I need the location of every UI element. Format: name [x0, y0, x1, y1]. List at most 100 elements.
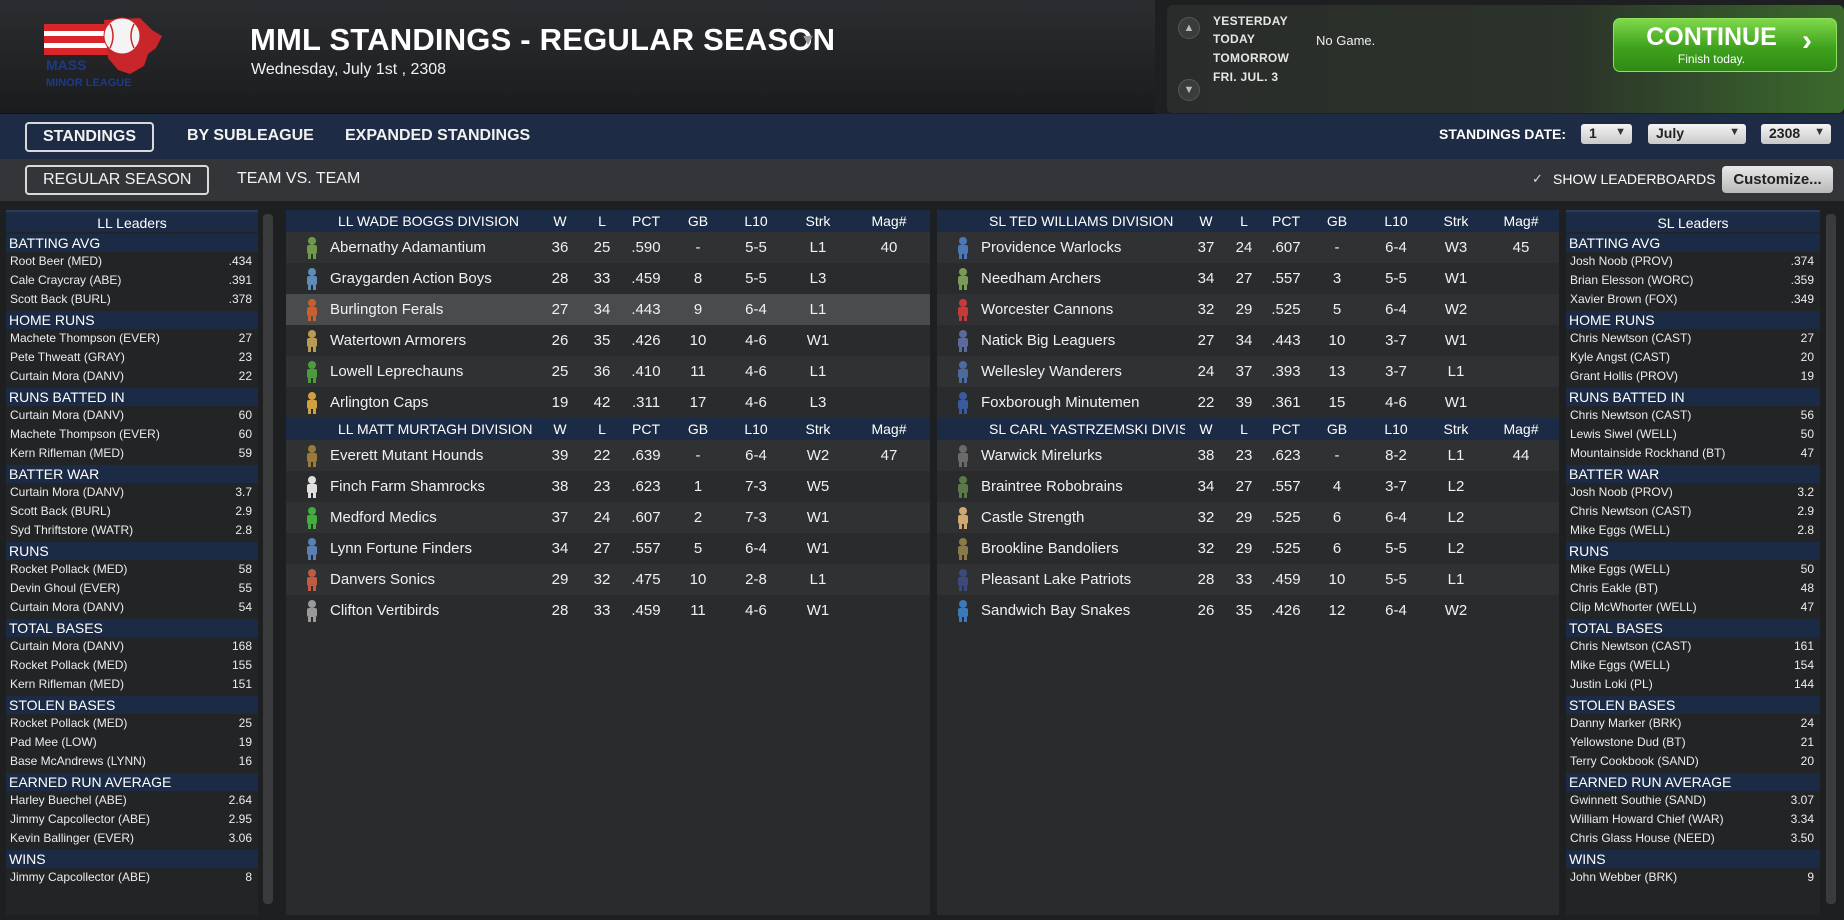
column-header-pct[interactable]: PCT: [1261, 210, 1311, 232]
leader-row[interactable]: Gwinnett Southie (SAND) 3.07: [1566, 791, 1820, 810]
schedule-day-today[interactable]: TODAY: [1213, 32, 1256, 46]
leader-row[interactable]: Kern Rifleman (MED) 151: [6, 675, 258, 694]
tab-by-subleague[interactable]: BY SUBLEAGUE: [187, 127, 314, 144]
leader-row[interactable]: Curtain Mora (DANV) 54: [6, 598, 258, 617]
team-row[interactable]: Warwick Mirelurks 38 23.623-8-2 L1 44: [937, 440, 1559, 471]
team-cell[interactable]: Castle Strength: [937, 502, 1185, 533]
column-header-l10[interactable]: L10: [1363, 418, 1429, 440]
team-row[interactable]: Needham Archers 34 27.557 3 5-5 W1: [937, 263, 1559, 294]
leader-row[interactable]: Cale Craycray (ABE) .391: [6, 271, 258, 290]
team-cell[interactable]: Brookline Bandoliers: [937, 533, 1185, 564]
team-row[interactable]: Medford Medics 37 24.607 2 7-3 W1: [286, 502, 930, 533]
leader-row[interactable]: Machete Thompson (EVER) 27: [6, 329, 258, 348]
column-header-strk[interactable]: Strk: [1429, 418, 1483, 440]
leader-row[interactable]: Jimmy Capcollector (ABE) 2.95: [6, 810, 258, 829]
column-header-pct[interactable]: PCT: [620, 210, 672, 232]
team-row[interactable]: Brookline Bandoliers 32 29.525 6 5-5 L2: [937, 533, 1559, 564]
team-row[interactable]: Clifton Vertibirds 28 33.459 11 4-6 W1: [286, 595, 930, 626]
leader-row[interactable]: Kyle Angst (CAST) 20: [1566, 348, 1820, 367]
leader-row[interactable]: Machete Thompson (EVER) 60: [6, 425, 258, 444]
leader-row[interactable]: Clip McWhorter (WELL) 47: [1566, 598, 1820, 617]
team-row[interactable]: Providence Warlocks 37 24.607-6-4 W3 45: [937, 232, 1559, 263]
team-row[interactable]: Arlington Caps 19 42.311 17 4-6 L3: [286, 387, 930, 418]
column-header-gb[interactable]: GB: [1311, 210, 1363, 232]
team-row[interactable]: Watertown Armorers 26 35.426 10 4-6 W1: [286, 325, 930, 356]
column-header-mag-num[interactable]: Mag#: [1483, 210, 1559, 232]
leader-row[interactable]: Brian Elesson (WORC) .359: [1566, 271, 1820, 290]
tab-team-vs-team[interactable]: TEAM VS. TEAM: [237, 170, 361, 187]
title-dropdown-icon[interactable]: ▼: [800, 32, 816, 49]
schedule-day-tomorrow[interactable]: TOMORROW: [1213, 51, 1290, 65]
leader-row[interactable]: Chris Eakle (BT) 48: [1566, 579, 1820, 598]
leader-row[interactable]: Devin Ghoul (EVER) 55: [6, 579, 258, 598]
leader-row[interactable]: Curtain Mora (DANV) 22: [6, 367, 258, 386]
column-header-l10[interactable]: L10: [1363, 210, 1429, 232]
checkbox-check-icon[interactable]: ✓: [1532, 171, 1543, 186]
leader-row[interactable]: Scott Back (BURL) .378: [6, 290, 258, 309]
leader-row[interactable]: Mike Eggs (WELL) 50: [1566, 560, 1820, 579]
schedule-down-icon[interactable]: ▼: [1178, 79, 1200, 101]
leader-row[interactable]: Root Beer (MED) .434: [6, 252, 258, 271]
schedule-up-icon[interactable]: ▲: [1178, 17, 1200, 39]
leader-row[interactable]: Rocket Pollack (MED) 25: [6, 714, 258, 733]
column-header-pct[interactable]: PCT: [1261, 418, 1311, 440]
team-cell[interactable]: Clifton Vertibirds: [286, 595, 536, 626]
leader-row[interactable]: Curtain Mora (DANV) 60: [6, 406, 258, 425]
leader-row[interactable]: Grant Hollis (PROV) 19: [1566, 367, 1820, 386]
team-cell[interactable]: Arlington Caps: [286, 387, 536, 418]
leader-row[interactable]: Danny Marker (BRK) 24: [1566, 714, 1820, 733]
ll-leaders-scrollbar[interactable]: [263, 214, 273, 904]
leader-row[interactable]: Rocket Pollack (MED) 155: [6, 656, 258, 675]
leader-row[interactable]: Mike Eggs (WELL) 2.8: [1566, 521, 1820, 540]
column-header-gb[interactable]: GB: [672, 210, 724, 232]
leader-row[interactable]: Chris Newtson (CAST) 161: [1566, 637, 1820, 656]
team-cell[interactable]: Finch Farm Shamrocks: [286, 471, 536, 502]
leader-row[interactable]: Justin Loki (PL) 144: [1566, 675, 1820, 694]
leader-row[interactable]: Curtain Mora (DANV) 3.7: [6, 483, 258, 502]
leader-row[interactable]: Scott Back (BURL) 2.9: [6, 502, 258, 521]
column-header-gb[interactable]: GB: [672, 418, 724, 440]
leader-row[interactable]: Terry Cookbook (SAND) 20: [1566, 752, 1820, 771]
team-cell[interactable]: Warwick Mirelurks: [937, 440, 1185, 471]
leader-row[interactable]: Chris Newtson (CAST) 27: [1566, 329, 1820, 348]
leader-row[interactable]: Mountainside Rockhand (BT) 47: [1566, 444, 1820, 463]
column-header-w[interactable]: W: [536, 210, 584, 232]
team-cell[interactable]: Danvers Sonics: [286, 564, 536, 595]
column-header-gb[interactable]: GB: [1311, 418, 1363, 440]
leader-row[interactable]: Kevin Ballinger (EVER) 3.06: [6, 829, 258, 848]
column-header-mag-num[interactable]: Mag#: [1483, 418, 1559, 440]
column-header-l10[interactable]: L10: [724, 210, 788, 232]
column-header-pct[interactable]: PCT: [620, 418, 672, 440]
leader-row[interactable]: Chris Glass House (NEED) 3.50: [1566, 829, 1820, 848]
leader-row[interactable]: Chris Newtson (CAST) 56: [1566, 406, 1820, 425]
column-header-strk[interactable]: Strk: [1429, 210, 1483, 232]
team-row[interactable]: Foxborough Minutemen 22 39.361 15 4-6 W1: [937, 387, 1559, 418]
leader-row[interactable]: Xavier Brown (FOX) .349: [1566, 290, 1820, 309]
team-row[interactable]: Worcester Cannons 32 29.525 5 6-4 W2: [937, 294, 1559, 325]
leader-row[interactable]: Harley Buechel (ABE) 2.64: [6, 791, 258, 810]
leader-row[interactable]: Josh Noob (PROV) .374: [1566, 252, 1820, 271]
date-year-select[interactable]: 2308 ▼: [1761, 124, 1831, 144]
leader-row[interactable]: Pad Mee (LOW) 19: [6, 733, 258, 752]
team-row[interactable]: Natick Big Leaguers 27 34.443 10 3-7 W1: [937, 325, 1559, 356]
team-cell[interactable]: Abernathy Adamantium: [286, 232, 536, 263]
team-cell[interactable]: Burlington Ferals: [286, 294, 536, 325]
team-cell[interactable]: Lowell Leprechauns: [286, 356, 536, 387]
team-cell[interactable]: Foxborough Minutemen: [937, 387, 1185, 418]
date-month-select[interactable]: July ▼: [1648, 124, 1746, 144]
sl-leaders-scrollbar[interactable]: [1826, 214, 1836, 904]
team-cell[interactable]: Wellesley Wanderers: [937, 356, 1185, 387]
team-cell[interactable]: Worcester Cannons: [937, 294, 1185, 325]
leader-row[interactable]: Base McAndrews (LYNN) 16: [6, 752, 258, 771]
team-cell[interactable]: Pleasant Lake Patriots: [937, 564, 1185, 595]
schedule-day-friday[interactable]: FRI. JUL. 3: [1213, 70, 1279, 84]
column-header-strk[interactable]: Strk: [788, 210, 848, 232]
leader-row[interactable]: Josh Noob (PROV) 3.2: [1566, 483, 1820, 502]
leader-row[interactable]: Kern Rifleman (MED) 59: [6, 444, 258, 463]
column-header-l[interactable]: L: [584, 418, 620, 440]
continue-button[interactable]: CONTINUE Finish today. ›: [1613, 18, 1837, 72]
team-row[interactable]: Graygarden Action Boys 28 33.459 8 5-5 L3: [286, 263, 930, 294]
team-row[interactable]: Finch Farm Shamrocks 38 23.623 1 7-3 W5: [286, 471, 930, 502]
column-header-w[interactable]: W: [1185, 210, 1227, 232]
tab-regular-season[interactable]: REGULAR SEASON: [25, 165, 210, 195]
